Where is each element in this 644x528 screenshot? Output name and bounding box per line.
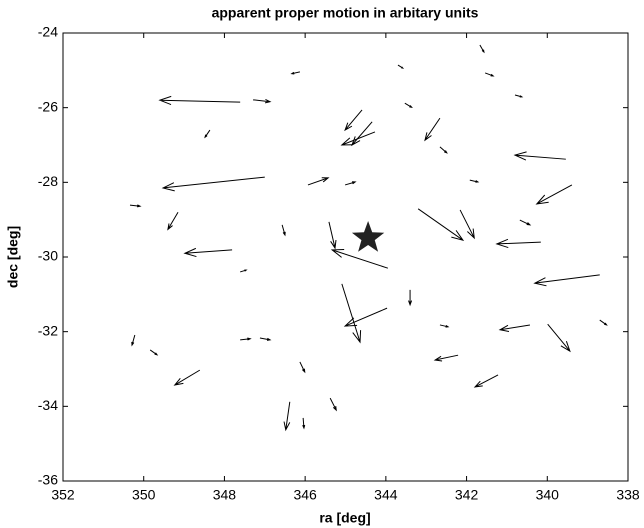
arrow <box>498 324 531 332</box>
arrow <box>433 354 459 362</box>
arrow <box>459 209 475 240</box>
arrow <box>167 211 179 231</box>
x-tick-label: 348 <box>213 487 237 503</box>
arrow <box>131 334 136 347</box>
y-tick-label: -24 <box>38 24 58 40</box>
arrow <box>302 417 306 430</box>
y-tick-label: -36 <box>38 472 58 488</box>
x-tick-label: 344 <box>374 487 398 503</box>
arrow <box>479 44 485 54</box>
arrow <box>253 98 272 104</box>
y-tick-label: -26 <box>38 98 58 114</box>
arrow <box>484 72 495 77</box>
arrow <box>469 179 480 183</box>
arrow <box>204 129 211 139</box>
arrow <box>329 397 337 412</box>
arrow <box>495 238 541 249</box>
y-tick-label: -34 <box>38 397 58 413</box>
arrow <box>519 219 532 226</box>
arrow <box>473 374 499 388</box>
arrow <box>240 269 248 273</box>
arrow <box>259 337 272 341</box>
arrow <box>330 249 389 269</box>
arrow <box>343 307 388 327</box>
arrow <box>149 349 159 356</box>
x-tick-label: 352 <box>51 487 75 503</box>
y-axis-label: dec [deg] <box>5 226 21 288</box>
arrow <box>290 71 301 75</box>
arrow <box>513 151 566 161</box>
y-tick-label: -28 <box>38 173 58 189</box>
arrow <box>183 247 233 258</box>
x-tick-label: 342 <box>455 487 479 503</box>
arrow <box>533 274 600 287</box>
arrow <box>283 401 291 432</box>
arrow <box>344 109 363 132</box>
arrow <box>599 319 608 326</box>
x-tick-label: 350 <box>132 487 156 503</box>
arrow <box>514 94 524 98</box>
arrow <box>328 221 337 250</box>
arrow <box>341 283 362 344</box>
arrow <box>350 121 373 147</box>
arrow <box>281 224 286 237</box>
arrow <box>397 64 405 69</box>
x-tick-label: 346 <box>293 487 317 503</box>
arrow <box>340 131 376 146</box>
arrow <box>173 369 201 386</box>
arrow <box>535 184 573 205</box>
x-axis-label: ra [deg] <box>319 510 370 526</box>
arrow <box>439 146 448 154</box>
y-tick-label: -32 <box>38 322 58 338</box>
x-tick-label: 340 <box>536 487 560 503</box>
star-marker <box>351 220 385 252</box>
arrow <box>307 177 330 186</box>
arrow <box>158 95 241 106</box>
arrow <box>547 323 571 353</box>
arrow <box>417 208 465 242</box>
arrow <box>404 102 413 109</box>
arrow <box>299 361 306 374</box>
arrow <box>439 324 450 328</box>
arrow <box>129 204 142 208</box>
arrow <box>344 181 357 186</box>
y-tick-label: -30 <box>38 248 58 264</box>
arrow <box>408 289 413 307</box>
arrow <box>161 176 265 192</box>
chart-title: apparent proper motion in arbitary units <box>212 5 479 21</box>
arrow <box>240 337 252 341</box>
plot-frame <box>62 32 629 482</box>
arrow <box>424 117 441 142</box>
x-tick-label: 338 <box>616 487 640 503</box>
